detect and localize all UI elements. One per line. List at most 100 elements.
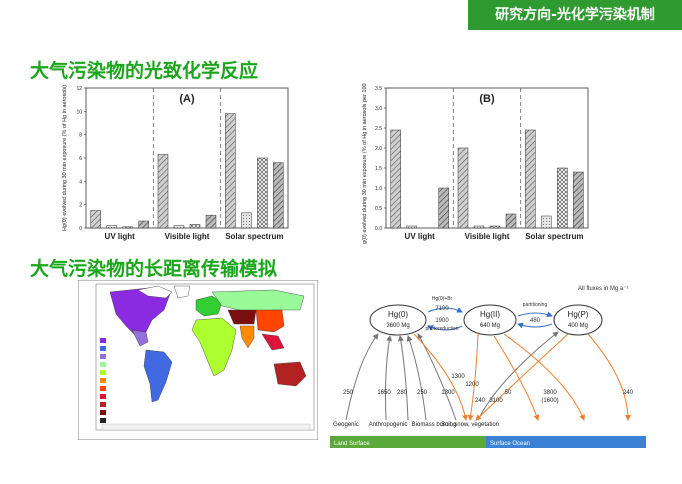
hg2-name: Hg(II) [480,310,500,319]
flux-units-note: All fluxes in Mg a⁻¹ [578,286,629,292]
flux-value: 3100 [489,398,503,404]
y-axis-label: Hg(0) evolved during 30 min exposure (% … [362,82,368,244]
flux-value: 240 [475,398,486,404]
land-surface-bar [330,436,486,448]
legend-label: Southeast Asia [108,395,139,400]
bar [173,225,185,229]
y-tick-label: 0 [79,226,82,232]
plot-frame [385,87,589,229]
y-tick-label: 8 [79,133,82,139]
legend-label: India [108,379,118,384]
legend-swatch [100,378,106,383]
y-tick-label: 0.0 [375,226,382,232]
source-label: Geogenic [333,422,359,428]
panel-title: (B) [479,93,495,105]
land-surface-label: Land Surface [334,441,370,447]
hgp-box [553,304,603,336]
y-tick-label: 12 [76,86,82,92]
hgp-mass: 400 Mg [568,323,588,329]
legend-swatch [100,338,106,343]
legend-swatch [100,354,106,359]
section-title-photochemistry: 大气污染物的光致化学反应 [30,60,259,82]
hg0-box [369,304,427,336]
hg2-box [463,304,517,336]
flux-value: (1600) [541,398,558,404]
flux-value: 280 [397,390,408,396]
legend-label: Europe [108,355,123,360]
legend-swatch [100,362,106,367]
bar [505,213,517,229]
y-tick-label: 3.0 [375,106,382,112]
legend-label: South America [108,339,138,344]
legend-swatch [100,346,106,351]
group-label: UV light [105,232,136,241]
reduction-label: photoreduction [425,326,458,332]
hg2-mass: 640 Mg [480,323,500,329]
legend-label: Russia [108,363,122,368]
bar [106,225,117,229]
bar [273,162,284,229]
bar [138,220,149,229]
source-label: Soil, snow, vegetation [441,422,499,428]
flux-value: 1300 [451,374,465,380]
bar [122,226,133,229]
legend-label: Africa [108,371,120,376]
y-tick-label: 10 [76,109,82,115]
flux-value: 250 [417,390,428,396]
mercury-cycle-diagram: All fluxes in Mg a⁻¹ Hg(0) 3600 Mg Hg(II… [328,280,648,452]
ocean-surface-label: Surface Ocean [490,441,530,447]
group-label: Visible light [165,232,210,241]
bar [189,224,201,229]
bar [457,147,469,229]
y-tick-label: 2 [79,203,82,209]
legend-label: North America [108,347,137,352]
bar [438,187,449,229]
partitioning-value: 480 [530,318,541,324]
chart-b: Hg(0) evolved during 30 min exposure (% … [362,82,589,244]
oxidation-value: 7100 [435,306,449,312]
bar [205,214,217,229]
bar [225,113,236,229]
reduction-value: 1900 [435,318,449,324]
chart-a: Hg(0) evolved during 30 min exposure (% … [62,85,289,241]
bar [257,157,268,229]
flux-value: 1300 [441,390,455,396]
group-label: Solar spectrum [225,232,283,241]
hg0-name: Hg(0) [388,310,408,319]
y-tick-label: 3.5 [375,86,382,92]
flux-value: 250 [343,390,354,396]
legend-swatch [100,402,106,407]
y-tick-label: 1.5 [375,166,382,172]
legend-swatch [100,386,106,391]
flux-value: 240 [623,390,634,396]
legend-swatch [100,410,106,415]
source-label: Anthropogenic [369,422,408,428]
flux-value: 1650 [377,390,391,396]
bar [473,225,485,229]
ocean-surface-bar [486,436,646,448]
bar [390,129,401,229]
map-legend: South America North America Europe Russia Af… [100,338,139,424]
y-tick-label: 0.5 [375,206,382,212]
transport-map: South America North America Europe Russia Af… [77,279,319,441]
legend-label: Central Asia [108,419,133,424]
bar [557,167,568,229]
bar [541,215,552,229]
panel-title: (A) [179,93,195,105]
bar [90,210,101,229]
legend-swatch [100,418,106,423]
bar [406,225,417,229]
bar [241,212,252,229]
bar [489,225,501,229]
flux-value: 3800 [543,390,557,396]
hg0-mass: 3600 Mg [386,323,409,329]
section-title-transport: 大气污染物的长距离传输模拟 [30,258,278,280]
y-tick-label: 2.0 [375,146,382,152]
legend-swatch [100,370,106,375]
hgp-name: Hg(P) [568,310,589,319]
y-tick-label: 1.0 [375,186,382,192]
partitioning-label: partitioning [523,302,548,308]
oxidation-label: Hg(0)+Br [432,296,453,302]
bar [157,154,169,229]
y-tick-label: 4 [79,179,82,185]
